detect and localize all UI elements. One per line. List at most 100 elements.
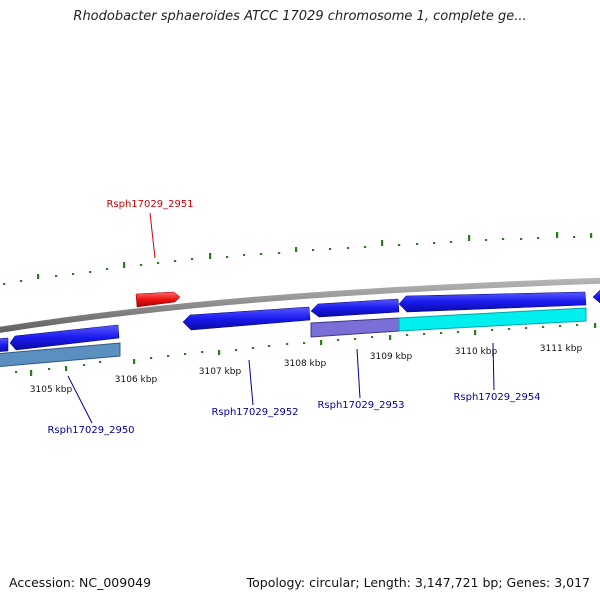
leader-line: [248, 359, 254, 406]
gc-tick: [55, 275, 58, 277]
gc-tick: [174, 260, 177, 262]
gc-tick: [556, 232, 559, 238]
gc-tick: [83, 364, 86, 366]
tick-label: 3105 kbp: [30, 385, 73, 395]
gc-tick: [491, 329, 494, 331]
gc-tick: [140, 264, 143, 266]
gc-tick: [542, 326, 545, 328]
gc-tick: [576, 324, 579, 326]
gc-tick: [65, 366, 68, 371]
gene-feature-left-edge[interactable]: [0, 337, 9, 352]
tick-label: 3110 kbp: [455, 347, 498, 357]
gc-tick: [573, 236, 576, 238]
gc-tick: [123, 262, 126, 268]
gc-tick: [252, 347, 255, 349]
gene-label[interactable]: Rsph17029_2953: [317, 400, 404, 411]
gc-tick: [485, 239, 488, 241]
cds-feature-left-edge[interactable]: [0, 342, 121, 368]
gc-tick: [559, 325, 562, 327]
gc-tick: [15, 371, 18, 373]
tick-label: 3109 kbp: [370, 352, 413, 362]
gc-tick: [354, 338, 357, 340]
gc-tick: [312, 249, 315, 251]
accession-label: Accession: NC_009049: [9, 575, 152, 590]
gc-tick: [99, 361, 102, 363]
gc-tick: [218, 350, 221, 355]
gc-tick: [347, 247, 350, 249]
gene-feature-rsph17029-2953[interactable]: [310, 298, 400, 318]
gc-tick: [525, 327, 528, 329]
gene-feature-rsph17029-2954[interactable]: [398, 291, 587, 313]
gc-tick: [30, 370, 33, 376]
gene-label[interactable]: Rsph17029_2951: [106, 199, 193, 210]
tick-label: 3111 kbp: [540, 344, 583, 354]
gc-tick: [398, 244, 401, 246]
gc-tick: [508, 328, 511, 330]
gc-tick: [191, 258, 194, 260]
gene-label[interactable]: Rsph17029_2952: [211, 407, 298, 418]
gc-tick: [474, 330, 477, 335]
gene-feature-right-edge[interactable]: [592, 289, 600, 304]
gc-tick: [364, 246, 367, 248]
gene-labels: Rsph17029_2951 Rsph17029_2950 Rsph17029_29…: [47, 199, 540, 436]
gc-tick: [133, 359, 136, 364]
gc-tick: [268, 345, 271, 347]
gene-label-leaders: [67, 212, 495, 424]
gc-tick: [406, 334, 409, 336]
tick-label: 3106 kbp: [115, 375, 158, 385]
gc-content-ticks-inner: [15, 323, 597, 376]
axis-tick-labels: 3105 kbp 3106 kbp 3107 kbp 3108 kbp 3109 kbp…: [30, 344, 583, 395]
gc-tick: [48, 368, 51, 370]
gc-tick: [303, 342, 306, 344]
leader-line: [149, 212, 156, 259]
gc-tick: [416, 243, 419, 245]
chromosome-backbone: [0, 277, 600, 333]
gc-tick: [295, 247, 298, 252]
gc-tick: [201, 351, 204, 353]
gc-tick: [167, 355, 170, 357]
gc-tick: [106, 268, 109, 270]
cds-feature-rsph17029-2954[interactable]: [398, 307, 587, 332]
map-title: Rhodobacter sphaeroides ATCC 17029 chrom…: [73, 9, 527, 24]
gene-label[interactable]: Rsph17029_2954: [453, 392, 540, 403]
gc-tick: [457, 331, 460, 333]
gc-tick: [37, 274, 40, 279]
gc-tick: [389, 335, 392, 340]
gene-feature-rsph17029-2950[interactable]: [9, 324, 120, 351]
topology-summary: Topology: circular; Length: 3,147,721 bp…: [246, 575, 590, 590]
gene-label[interactable]: Rsph17029_2950: [47, 425, 134, 436]
leader-line: [356, 348, 361, 399]
gc-tick: [590, 233, 593, 238]
gc-tick: [20, 280, 23, 282]
gc-tick: [594, 323, 597, 328]
gc-tick: [3, 283, 6, 285]
gc-tick: [468, 235, 471, 241]
gc-tick: [235, 349, 238, 351]
gc-tick: [243, 254, 246, 256]
gc-tick: [433, 242, 436, 244]
gene-feature-rsph17029-2952[interactable]: [182, 306, 311, 331]
gc-tick: [72, 273, 75, 275]
gc-tick: [260, 253, 263, 255]
gc-tick: [502, 238, 505, 240]
leader-line: [492, 342, 495, 391]
gc-tick: [89, 271, 92, 273]
gc-tick: [450, 241, 453, 243]
gc-content-ticks-outer: [3, 232, 593, 285]
gc-tick: [278, 252, 281, 254]
leader-line: [67, 375, 93, 424]
gc-tick: [226, 256, 229, 258]
gc-tick: [520, 238, 523, 240]
gc-tick: [286, 343, 289, 345]
cds-feature-rsph17029-2953[interactable]: [310, 317, 400, 338]
gc-tick: [423, 333, 426, 335]
gc-tick: [381, 240, 384, 246]
gc-tick: [150, 357, 153, 359]
gene-feature-rsph17029-2951[interactable]: [135, 291, 181, 308]
tick-label: 3107 kbp: [199, 367, 242, 377]
gc-tick: [157, 262, 160, 264]
gc-tick: [537, 237, 540, 239]
gc-tick: [337, 339, 340, 341]
